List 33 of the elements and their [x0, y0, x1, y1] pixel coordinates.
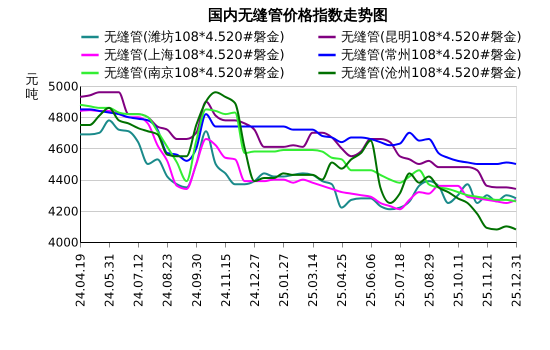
x-tick-label: 24.12.27	[248, 254, 262, 307]
x-tick-label: 24.08.23	[160, 254, 175, 307]
legend-label: 无缝管(南京108*4.520#磐金)	[104, 66, 285, 81]
legend-label: 无缝管(昆明108*4.520#磐金)	[341, 30, 522, 45]
legend-label: 无缝管(沧州108*4.520#磐金)	[341, 66, 522, 81]
legend-label: 无缝管(常州108*4.520#磐金)	[341, 48, 522, 63]
line-series	[79, 91, 517, 190]
x-tick-label: 25.10.11	[451, 254, 466, 307]
x-tick-label: 25.06.06	[364, 254, 378, 307]
line-series	[79, 108, 517, 165]
y-tick-label: 4000	[48, 236, 78, 250]
y-tick-label: 4800	[48, 110, 78, 125]
x-tick-label: 24.05.31	[102, 254, 117, 307]
y-tick-label: 4600	[48, 142, 78, 156]
x-tick-label: 25.12.31	[510, 254, 524, 307]
x-tick-label: 25.11.21	[480, 254, 494, 307]
y-tick-label: 5000	[48, 80, 78, 94]
y-tick-label: 4400	[48, 173, 78, 188]
legend-label: 无缝管(上海108*4.520#磐金)	[104, 48, 285, 63]
line-series	[79, 91, 517, 231]
x-tick-label: 25.08.29	[422, 254, 436, 307]
x-tick-label: 25.07.18	[393, 254, 408, 307]
x-tick-label: 24.07.12	[132, 254, 146, 307]
x-tick-label: 24.04.19	[74, 254, 88, 307]
x-tick-label: 24.09.30	[190, 254, 204, 307]
x-tick-label: 25.04.25	[335, 254, 350, 307]
legend-label: 无缝管(潍坊108*4.520#磐金)	[104, 30, 285, 45]
x-tick-label: 25.03.14	[306, 254, 320, 307]
y-axis-title: 元吨	[26, 72, 38, 102]
chart-title: 国内无缝管价格指数走势图	[208, 6, 388, 24]
y-tick-label: 4200	[48, 204, 78, 218]
x-tick-label: 24.11.15	[218, 254, 233, 307]
x-tick-label: 25.01.27	[276, 254, 291, 307]
